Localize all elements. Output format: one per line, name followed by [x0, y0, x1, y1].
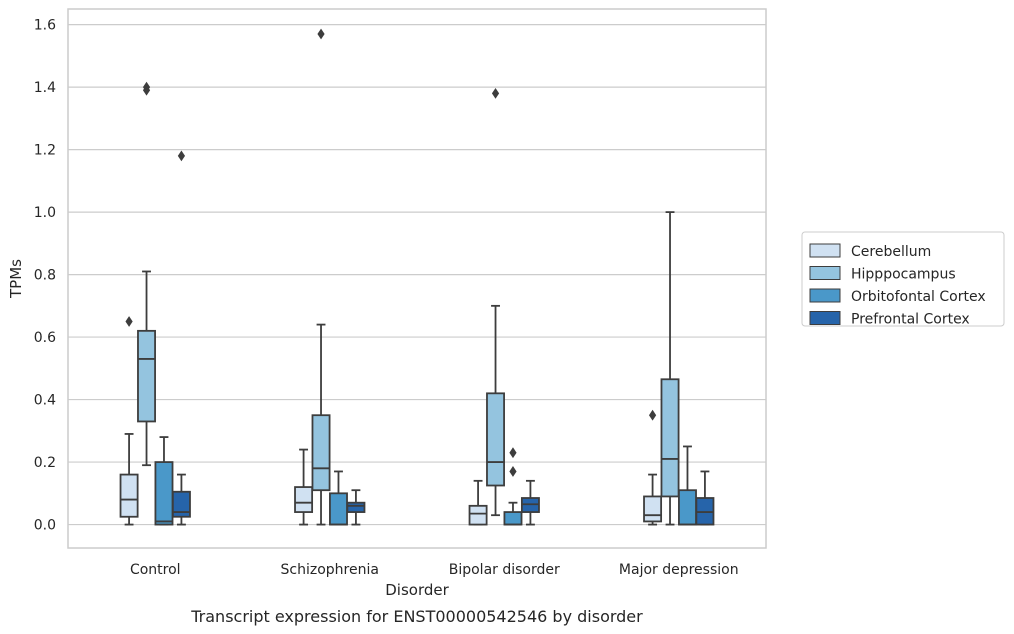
box-plot [643, 409, 663, 526]
y-tick-label: 0.8 [34, 268, 56, 284]
legend-swatch [809, 288, 841, 303]
figure-caption: Transcript expression for ENST0000054254… [190, 607, 643, 626]
legend: Cerebellum Hipppocampus Orbitofontal Corte… [801, 231, 1005, 328]
outlier-point [142, 81, 151, 93]
box-plot [137, 81, 156, 467]
box-plot [678, 445, 697, 526]
box-plot [311, 28, 331, 526]
legend-label: Prefrontal Cortex [851, 312, 970, 328]
outlier-point [177, 150, 186, 162]
plot-frame [67, 8, 767, 549]
y-tick-label: 1.6 [34, 18, 56, 34]
outlier-point [317, 28, 325, 40]
box-plot [468, 479, 488, 526]
x-tick-label: Major depression [619, 562, 739, 578]
legend-frame [801, 231, 1005, 327]
box [294, 486, 314, 513]
box-plot [171, 150, 191, 526]
outlier-point [125, 316, 133, 327]
legend-label: Cerebellum [851, 244, 931, 260]
box-plot [294, 448, 314, 526]
legend-swatch [809, 311, 841, 325]
outlier-point [509, 466, 517, 477]
box-plot [329, 470, 348, 526]
legend-swatch [809, 243, 841, 258]
y-axis-label: TPMs [7, 259, 25, 299]
box-plot [154, 436, 174, 526]
box [329, 492, 348, 526]
box [119, 473, 139, 518]
outlier-point [491, 87, 500, 99]
x-axis-label: Disorder [385, 581, 449, 599]
box [678, 489, 697, 526]
y-tick-label: 0.6 [34, 330, 56, 346]
box-plot [503, 447, 523, 526]
box [660, 378, 680, 498]
outlier-point [648, 409, 657, 421]
box-plot [119, 316, 139, 526]
box [643, 495, 663, 523]
y-tick-label: 0.2 [34, 455, 56, 471]
legend-label: Hipppocampus [851, 267, 956, 283]
box [171, 490, 191, 518]
box [346, 501, 366, 513]
box [137, 329, 156, 423]
legend-swatch [809, 266, 841, 280]
y-tick-label: 1.4 [34, 80, 56, 96]
x-axis-ticks: Control Schizophrenia Bipolar disorder Majo… [130, 562, 739, 578]
y-tick-label: 1.0 [34, 205, 56, 221]
box [486, 392, 505, 487]
y-tick-label: 1.2 [34, 143, 56, 159]
box [468, 504, 488, 526]
box-plot [486, 87, 505, 517]
x-tick-label: Bipolar disorder [449, 562, 560, 578]
box [503, 511, 523, 526]
x-tick-label: Schizophrenia [281, 562, 379, 578]
y-tick-label: 0.4 [34, 393, 56, 409]
outlier-point [509, 447, 517, 459]
box-plot [346, 489, 366, 526]
box-plot [660, 211, 680, 526]
box-plot [695, 470, 715, 526]
box [154, 461, 174, 526]
gridlines [68, 24, 766, 526]
y-tick-label: 0.0 [34, 518, 56, 534]
legend-label: Orbitofontal Cortex [851, 289, 986, 305]
box [311, 414, 331, 492]
box-plots [119, 28, 715, 526]
box-plot [520, 479, 540, 526]
x-tick-label: Control [130, 562, 181, 578]
y-axis-ticks: 0.0 0.2 0.4 0.6 0.8 1.0 1.2 1.4 1.6 [34, 18, 56, 534]
